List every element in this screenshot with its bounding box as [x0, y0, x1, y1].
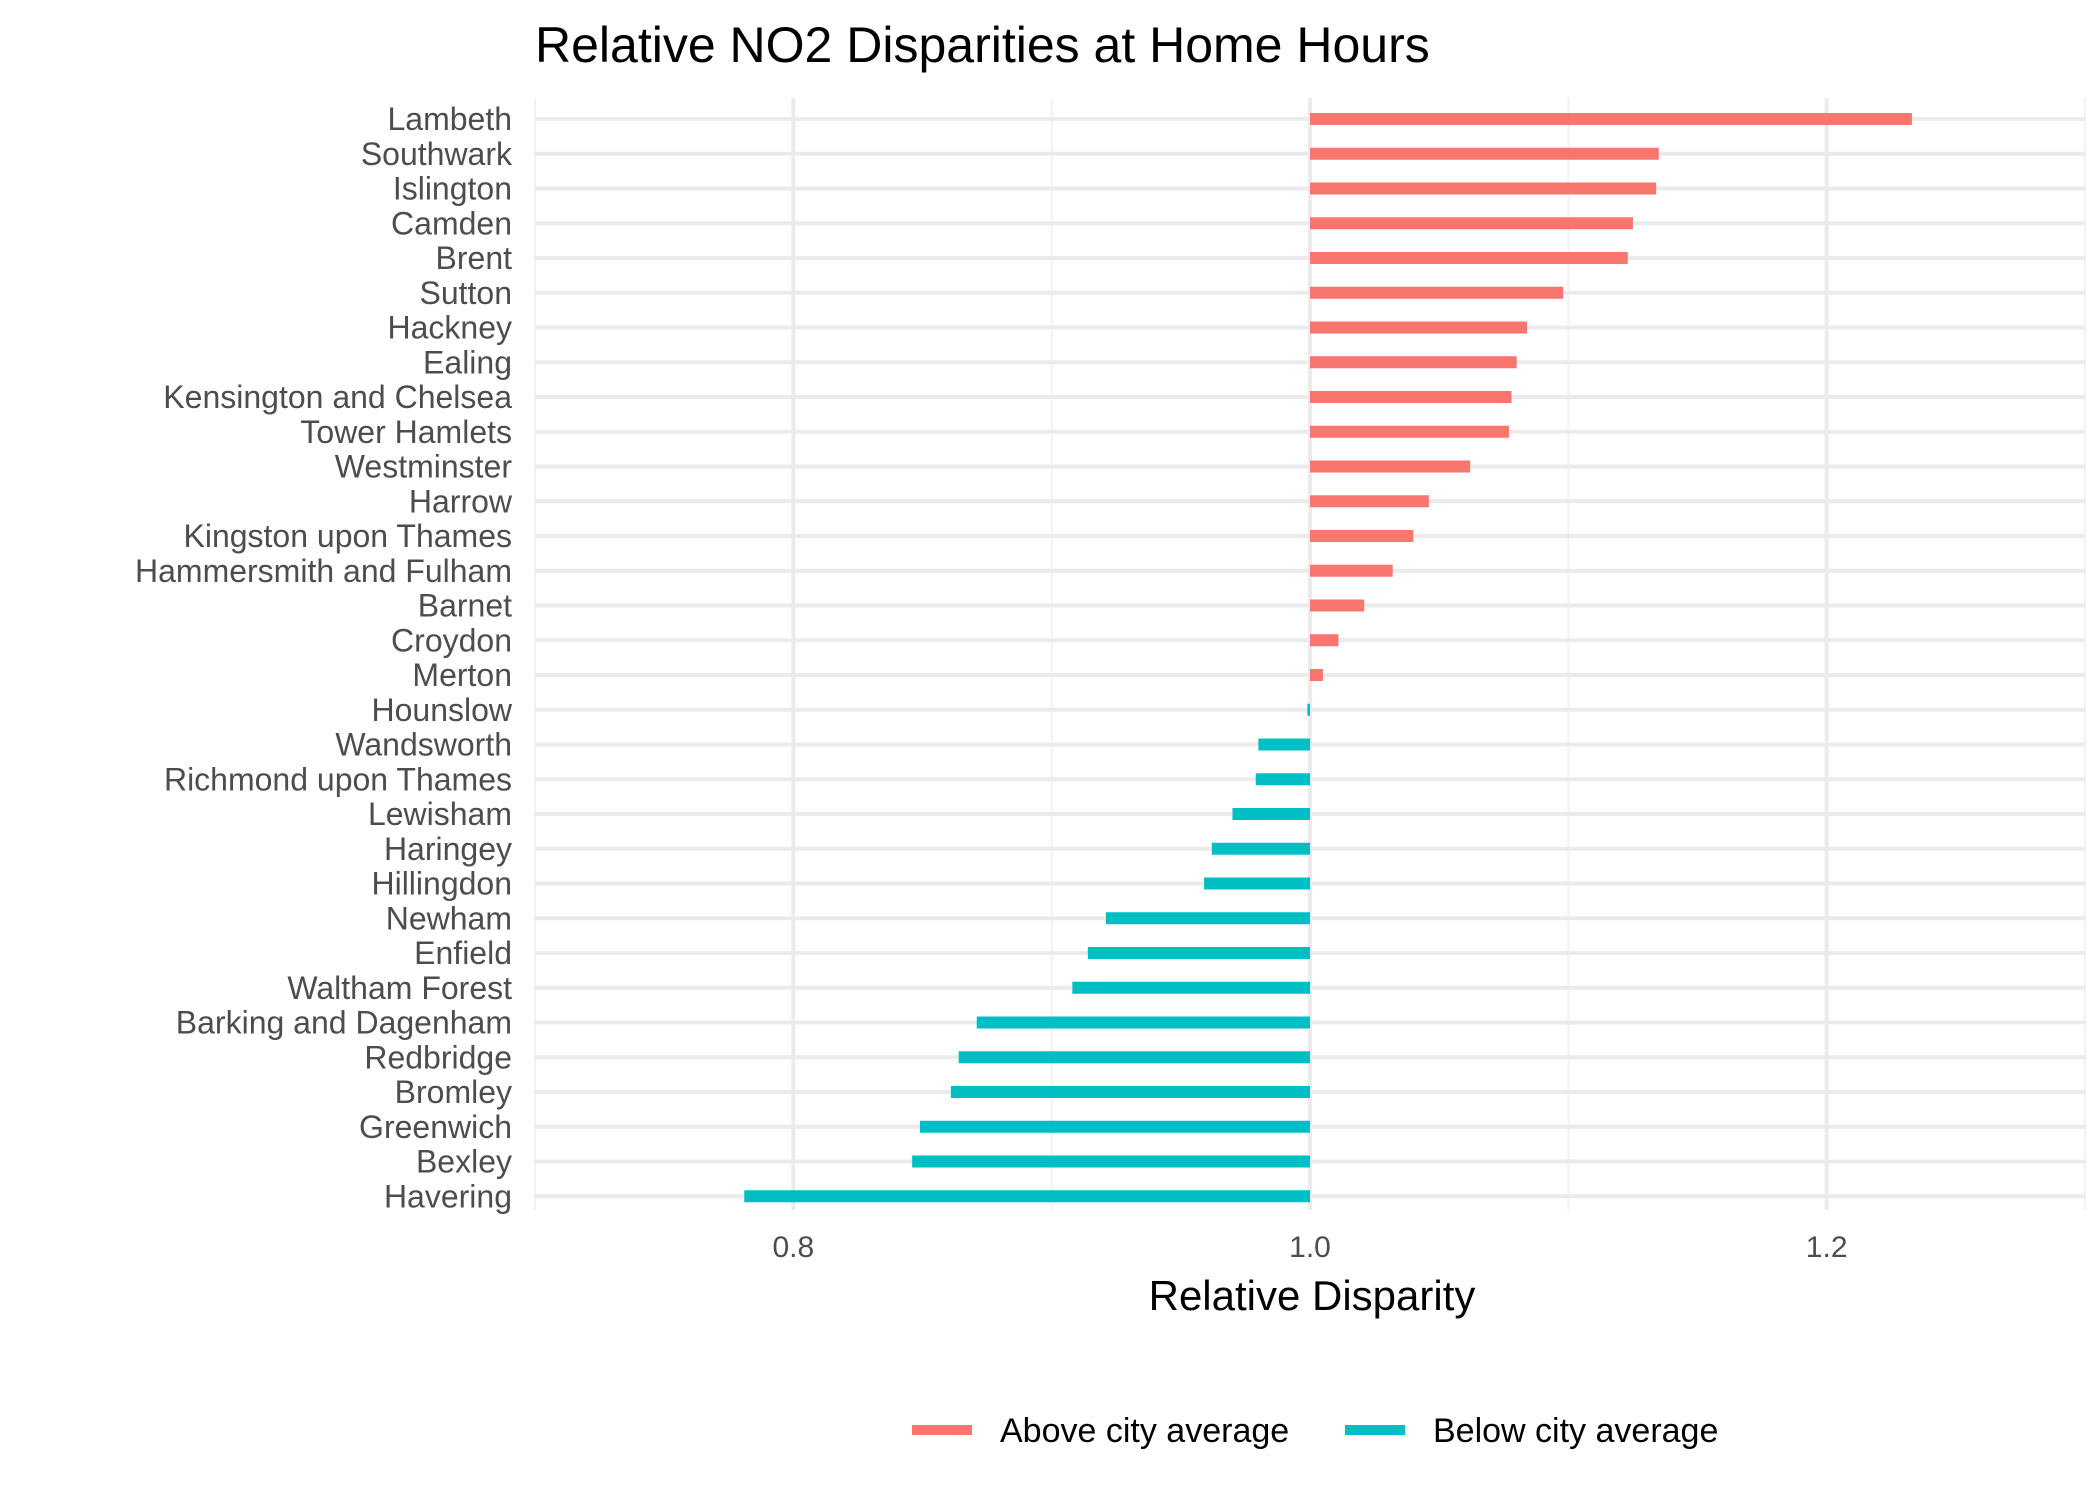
x-tick-label: 1.2: [1806, 1231, 1848, 1264]
bar-kensington-and-chelsea: [1310, 391, 1512, 403]
y-tick-label: Hackney: [388, 310, 513, 346]
bar-islington: [1310, 182, 1657, 195]
bar-tower-hamlets: [1310, 425, 1509, 438]
x-axis-title: Relative Disparity: [1149, 1272, 1476, 1319]
bar-haringey: [1211, 842, 1310, 855]
bar-harrow: [1310, 495, 1429, 508]
y-tick-label: Waltham Forest: [287, 970, 512, 1006]
bar-barnet: [1310, 599, 1365, 612]
x-tick-label: 1.0: [1289, 1231, 1331, 1264]
y-tick-label: Richmond upon Thames: [164, 761, 512, 797]
y-tick-label: Havering: [384, 1178, 512, 1214]
y-tick-label: Bexley: [416, 1144, 512, 1180]
bar-redbridge: [958, 1051, 1310, 1064]
y-tick-label: Hammersmith and Fulham: [135, 553, 512, 589]
y-tick-label: Brent: [436, 240, 513, 276]
bar-croydon: [1310, 634, 1339, 647]
bar-southwark: [1310, 147, 1659, 160]
bar-hackney: [1310, 321, 1527, 334]
bar-richmond-upon-thames: [1255, 773, 1310, 786]
bar-bexley: [912, 1155, 1310, 1168]
bar-hammersmith-and-fulham: [1310, 564, 1393, 577]
bar-ealing: [1310, 356, 1517, 369]
bar-waltham-forest: [1072, 981, 1310, 994]
bar-hillingdon: [1204, 877, 1310, 890]
y-tick-label: Wandsworth: [335, 727, 512, 763]
legend-label-above: Above city average: [1000, 1412, 1289, 1450]
y-tick-label: Lambeth: [387, 101, 512, 137]
x-tick-label: 0.8: [772, 1231, 814, 1264]
y-tick-label: Kensington and Chelsea: [163, 379, 512, 415]
y-axis-tick-labels: LambethSouthwarkIslingtonCamdenBrentSutt…: [135, 101, 513, 1214]
bar-greenwich: [919, 1120, 1310, 1133]
y-tick-label: Haringey: [384, 831, 512, 867]
bar-kingston-upon-thames: [1310, 530, 1414, 542]
chart-title: Relative NO2 Disparities at Home Hours: [535, 17, 1430, 73]
y-tick-label: Redbridge: [364, 1039, 512, 1075]
bar-newham: [1105, 912, 1310, 925]
bar-barking-and-dagenham: [976, 1016, 1310, 1029]
bar-wandsworth: [1258, 738, 1310, 751]
y-tick-label: Hillingdon: [371, 866, 512, 902]
bar-camden: [1310, 217, 1633, 230]
bars: [744, 113, 1912, 1203]
y-tick-label: Harrow: [409, 483, 513, 519]
y-tick-label: Bromley: [395, 1074, 512, 1110]
y-tick-label: Greenwich: [359, 1109, 512, 1145]
y-tick-label: Enfield: [414, 935, 512, 971]
bar-bromley: [950, 1086, 1310, 1098]
bar-brent: [1310, 252, 1628, 264]
y-tick-label: Sutton: [419, 275, 512, 311]
y-tick-label: Ealing: [423, 344, 512, 380]
grid: [534, 98, 2086, 1210]
y-tick-label: Barking and Dagenham: [176, 1005, 512, 1041]
bar-merton: [1310, 669, 1323, 681]
y-tick-label: Hounslow: [371, 692, 512, 728]
y-tick-label: Westminster: [335, 449, 513, 485]
y-tick-label: Tower Hamlets: [300, 414, 512, 450]
y-tick-label: Croydon: [391, 622, 512, 658]
bar-lewisham: [1232, 808, 1310, 820]
y-tick-label: Barnet: [418, 588, 512, 624]
bar-westminster: [1310, 460, 1471, 473]
y-tick-label: Southwark: [361, 136, 513, 172]
bar-havering: [744, 1190, 1310, 1203]
y-tick-label: Islington: [393, 171, 512, 207]
y-tick-label: Newham: [386, 900, 512, 936]
bar-hounslow: [1307, 703, 1310, 716]
bar-enfield: [1087, 947, 1310, 959]
y-tick-label: Merton: [412, 657, 512, 693]
bar-sutton: [1310, 286, 1564, 299]
y-tick-label: Kingston upon Thames: [183, 518, 512, 554]
bar-lambeth: [1310, 113, 1912, 125]
y-tick-label: Camden: [391, 205, 512, 241]
y-tick-label: Lewisham: [368, 796, 512, 832]
legend-label-below: Below city average: [1433, 1412, 1718, 1450]
x-axis-tick-labels: 0.8 1.0 1.2: [772, 1231, 1847, 1264]
legend: Above city average Below city average: [912, 1412, 1718, 1450]
